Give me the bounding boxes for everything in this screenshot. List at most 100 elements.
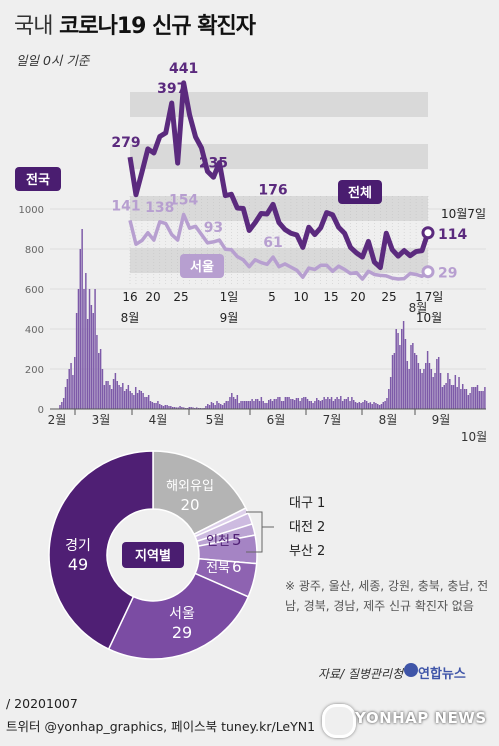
line-x-tick-label: 10 <box>293 290 308 304</box>
bar <box>86 319 89 409</box>
bar <box>441 387 444 409</box>
bar <box>362 402 364 409</box>
bar <box>473 387 475 409</box>
bar <box>341 401 344 409</box>
series-value-label: 29 <box>438 266 457 282</box>
bar <box>295 398 298 409</box>
bar <box>205 406 207 409</box>
line-x-tick-label: 20 <box>350 290 365 304</box>
bar <box>286 397 288 409</box>
month-label: 7월 <box>323 413 342 427</box>
bar <box>290 399 292 409</box>
bar <box>461 384 464 409</box>
bar <box>149 401 152 409</box>
bar <box>386 398 388 409</box>
bar <box>463 389 466 409</box>
end-date-label: 10월7일 <box>441 207 486 221</box>
bar <box>401 329 403 409</box>
note-text: ※ 광주, 울산, 세종, 강원, 충북, 충남, 전남, 경북, 경남, 제주… <box>285 579 489 613</box>
external-label-bracket <box>246 511 263 553</box>
bar <box>458 377 460 409</box>
bar <box>426 351 429 409</box>
bar <box>271 401 274 409</box>
bar <box>351 397 353 409</box>
pie-slice-value: 20 <box>180 496 199 514</box>
bar <box>375 403 377 409</box>
bar <box>306 399 309 409</box>
bar <box>256 399 259 409</box>
bar <box>347 397 349 409</box>
title-main: 코로나19 신규 확진자 <box>59 14 256 39</box>
bar <box>79 249 82 409</box>
bar <box>336 397 338 409</box>
watermark-logo-icon <box>322 704 356 738</box>
bar <box>168 406 170 409</box>
bar <box>153 403 155 409</box>
series-name-seoul: 서울 <box>190 259 214 275</box>
line-x-tick-label: 25 <box>173 290 188 304</box>
bar <box>467 395 470 409</box>
bar <box>262 401 264 409</box>
bar <box>264 403 266 409</box>
bar <box>323 397 325 409</box>
bar <box>249 401 252 409</box>
bar <box>277 397 279 409</box>
bar <box>471 387 473 409</box>
source-text: 자료/ 질병관리청 <box>318 667 404 681</box>
sns-line: 트위터 @yonhap_graphics, 페이스북 tuney.kr/LeYN… <box>6 719 316 734</box>
bar <box>120 387 122 409</box>
bar <box>162 406 165 409</box>
bar <box>378 405 381 409</box>
pie-center-label: 지역별 <box>135 548 171 564</box>
bar <box>293 400 296 409</box>
bar <box>138 390 141 409</box>
bar <box>447 373 449 409</box>
bar <box>343 399 346 409</box>
bar <box>360 403 362 409</box>
bar <box>177 407 179 409</box>
series-line-서울 <box>128 212 430 281</box>
bar <box>94 289 96 409</box>
bar <box>208 405 211 409</box>
bar <box>469 393 471 409</box>
series-value-label: 176 <box>258 182 287 198</box>
y-tick-label: 200 <box>25 365 44 376</box>
bar <box>160 405 163 409</box>
pie-slice-해외유입 <box>152 450 247 536</box>
bar <box>275 399 277 409</box>
bar <box>219 404 222 409</box>
bar <box>131 393 133 409</box>
month-label: 8월 <box>379 413 398 427</box>
bar <box>382 402 385 409</box>
bar <box>266 403 268 409</box>
series-value-label: 235 <box>199 155 228 171</box>
bar <box>136 393 139 409</box>
line-x-tick-label: 15 <box>323 290 338 304</box>
bar <box>334 399 336 409</box>
bar <box>258 401 261 409</box>
y-tick-label: 800 <box>25 245 44 256</box>
bar <box>171 407 174 409</box>
bar <box>66 379 69 409</box>
pie-slice-label: 전북 <box>206 561 230 576</box>
series-value-label: 138 <box>145 200 174 216</box>
bar <box>321 400 324 409</box>
line-x-tick-label: 5 <box>268 290 276 304</box>
bar <box>146 397 148 409</box>
bar <box>454 375 457 409</box>
bar <box>391 355 394 409</box>
bar <box>439 373 442 409</box>
bar <box>192 407 194 409</box>
month-label: 2월 <box>48 413 67 427</box>
bar <box>413 353 416 409</box>
bar <box>327 397 329 409</box>
bar <box>195 407 198 409</box>
pie-external-label: 대전 2 <box>289 520 325 535</box>
bar <box>166 405 168 409</box>
y-tick-label: 400 <box>25 325 44 336</box>
bar <box>332 401 335 409</box>
bar <box>223 403 226 409</box>
bar <box>105 381 107 409</box>
series-value-label: 61 <box>263 235 282 251</box>
bar <box>216 401 218 409</box>
